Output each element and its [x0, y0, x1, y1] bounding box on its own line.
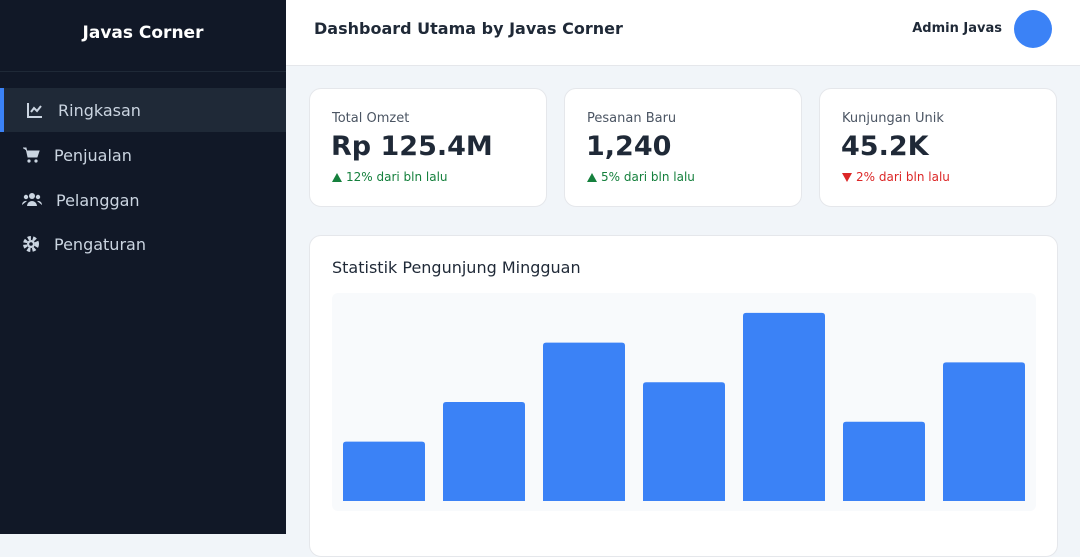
chart — [332, 293, 1036, 511]
stat-value: Rp 125.4M — [331, 131, 493, 162]
avatar[interactable] — [1014, 10, 1052, 48]
change-text: 5% dari bln lalu — [601, 170, 695, 184]
sidebar: Javas Corner Ringkasan Penjualan Pelangg… — [0, 0, 286, 534]
trend-icon — [842, 172, 852, 182]
icon — [23, 236, 39, 252]
chart-title: Statistik Pengunjung Mingguan — [332, 258, 581, 277]
page-title: Dashboard Utama by Javas Corner — [314, 19, 623, 38]
trend-icon — [332, 172, 342, 182]
arrow — [587, 172, 597, 182]
bar — [943, 362, 1025, 501]
stat-card: Total Omzet Rp 125.4M 12% dari bln lalu — [309, 88, 547, 207]
bar — [843, 421, 925, 501]
icon — [22, 193, 42, 206]
menu-label: Ringkasan — [58, 100, 141, 120]
brand: Javas Corner — [0, 0, 286, 72]
arrow — [332, 172, 342, 182]
bar — [343, 441, 425, 501]
icon — [23, 147, 40, 163]
arrow — [842, 172, 852, 182]
menu-item[interactable]: Ringkasan — [0, 88, 286, 132]
stat-card: Kunjungan Unik 45.2K 2% dari bln lalu — [819, 88, 1057, 207]
icon — [27, 103, 42, 118]
chart-card: Statistik Pengunjung Mingguan — [309, 235, 1058, 557]
menu-item[interactable]: Pelanggan — [0, 178, 286, 222]
stat-card: Pesanan Baru 1,240 5% dari bln lalu — [564, 88, 802, 207]
bar — [443, 402, 525, 501]
stat-label: Total Omzet — [332, 111, 410, 126]
trend-icon — [587, 172, 597, 182]
bar — [743, 312, 825, 501]
stat-label: Pesanan Baru — [587, 111, 677, 126]
menu-label: Pengaturan — [54, 234, 146, 254]
stat-value: 45.2K — [841, 131, 929, 162]
change-text: 12% dari bln lalu — [346, 170, 448, 184]
stat-change: 2% dari bln lalu — [842, 170, 950, 184]
stat-label: Kunjungan Unik — [842, 111, 944, 126]
stat-change: 5% dari bln lalu — [587, 170, 695, 184]
user-name: Admin Javas — [912, 21, 1002, 36]
menu-label: Pelanggan — [56, 190, 140, 210]
stat-value: 1,240 — [586, 131, 672, 162]
menu-item[interactable]: Pengaturan — [0, 222, 286, 266]
stat-change: 12% dari bln lalu — [332, 170, 448, 184]
menu-item[interactable]: Penjualan — [0, 133, 286, 177]
bar — [643, 382, 725, 501]
change-text: 2% dari bln lalu — [856, 170, 950, 184]
menu-label: Penjualan — [54, 145, 132, 165]
header: Dashboard Utama by Javas Corner Admin Ja… — [286, 0, 1080, 66]
bar — [543, 342, 625, 501]
